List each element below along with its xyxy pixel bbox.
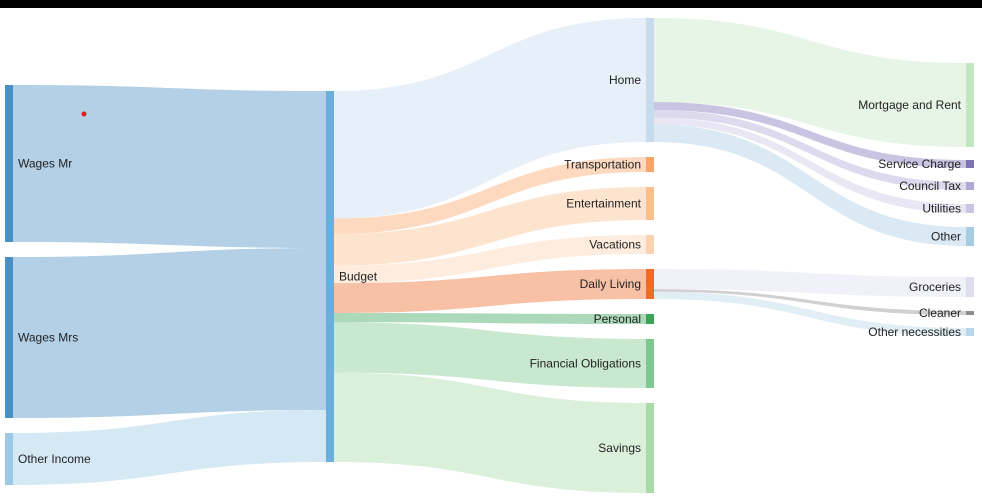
- label-utilities: Utilities: [922, 202, 961, 216]
- label-other-necessities: Other necessities: [868, 325, 961, 339]
- label-transportation: Transportation: [564, 158, 641, 172]
- link-budget-to-entertainment: [334, 187, 646, 266]
- link-home-to-service_charge: [654, 102, 966, 168]
- label-council-tax: Council Tax: [899, 179, 961, 193]
- node-personal[interactable]: [646, 314, 654, 324]
- node-cleaner[interactable]: [966, 311, 974, 315]
- label-groceries: Groceries: [909, 280, 961, 294]
- node-vacations[interactable]: [646, 235, 654, 254]
- label-service-charge: Service Charge: [878, 157, 961, 171]
- node-home-other[interactable]: [966, 227, 974, 246]
- top-bar: [0, 0, 982, 8]
- sankey-nodes: [5, 18, 974, 493]
- node-home[interactable]: [646, 18, 654, 142]
- link-other_income-to-budget: [13, 410, 326, 485]
- label-daily-living: Daily Living: [580, 277, 641, 291]
- link-budget-to-home: [334, 18, 646, 219]
- sankey-links: [13, 18, 966, 493]
- label-budget: Budget: [339, 270, 378, 284]
- link-budget-to-daily_living: [334, 269, 646, 313]
- label-other-income: Other Income: [18, 452, 91, 466]
- label-personal: Personal: [594, 312, 641, 326]
- node-wages-mrs[interactable]: [5, 257, 13, 418]
- node-transportation[interactable]: [646, 157, 654, 172]
- node-mortgage[interactable]: [966, 63, 974, 147]
- node-other-income[interactable]: [5, 433, 13, 485]
- link-wages_mrs-to-budget: [13, 247, 326, 418]
- label-vacations: Vacations: [589, 238, 641, 252]
- link-home-to-home_other: [654, 124, 966, 246]
- node-daily-living[interactable]: [646, 269, 654, 299]
- link-budget-to-financial_obligations: [334, 322, 646, 388]
- link-budget-to-vacations: [334, 235, 646, 284]
- label-entertainment: Entertainment: [566, 197, 641, 211]
- link-daily_living-to-cleaner: [654, 289, 966, 315]
- node-other-necessities[interactable]: [966, 328, 974, 336]
- cursor-dot: [81, 111, 87, 117]
- link-home-to-council_tax: [654, 110, 966, 190]
- link-wages_mr-to-budget: [13, 85, 326, 248]
- link-budget-to-personal: [334, 312, 646, 324]
- link-home-to-utilities: [654, 117, 966, 213]
- node-groceries[interactable]: [966, 277, 974, 297]
- sankey-labels: Wages Mr Wages Mrs Other Income Budget Home T…: [18, 73, 962, 466]
- label-wages-mrs: Wages Mrs: [18, 331, 78, 345]
- node-service-charge[interactable]: [966, 160, 974, 168]
- node-utilities[interactable]: [966, 204, 974, 213]
- label-financial-obligations: Financial Obligations: [530, 357, 641, 371]
- link-budget-to-transportation: [334, 157, 646, 234]
- node-budget[interactable]: [326, 91, 334, 462]
- link-daily_living-to-groceries: [654, 269, 966, 297]
- link-budget-to-savings: [334, 372, 646, 493]
- label-cleaner: Cleaner: [919, 306, 961, 320]
- label-savings: Savings: [598, 441, 641, 455]
- node-financial-obligations[interactable]: [646, 339, 654, 388]
- label-home: Home: [609, 73, 641, 87]
- node-council-tax[interactable]: [966, 182, 974, 190]
- node-savings[interactable]: [646, 403, 654, 493]
- label-wages-mr: Wages Mr: [18, 157, 72, 171]
- link-daily_living-to-other_necessities: [654, 291, 966, 336]
- node-wages-mr[interactable]: [5, 85, 13, 242]
- link-home-to-mortgage: [654, 18, 966, 147]
- label-home-other: Other: [931, 230, 961, 244]
- node-entertainment[interactable]: [646, 187, 654, 220]
- label-mortgage: Mortgage and Rent: [858, 98, 961, 112]
